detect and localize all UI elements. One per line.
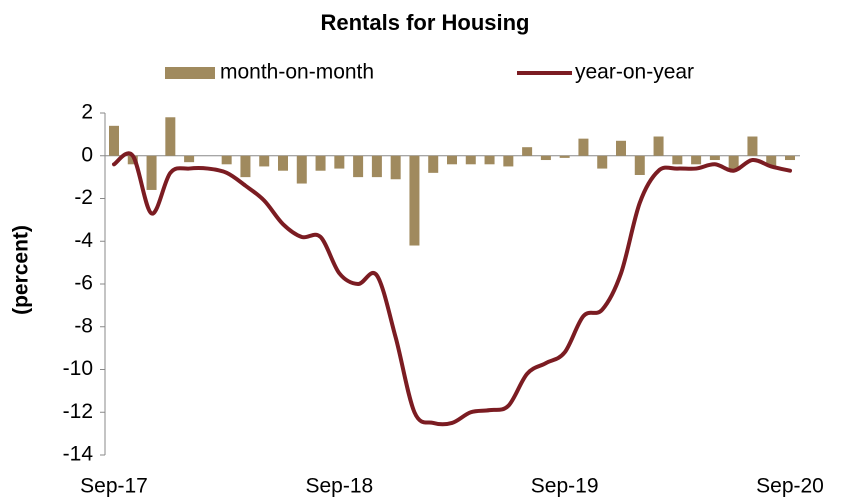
y-tick-label: -10	[63, 357, 93, 380]
bar	[146, 155, 157, 190]
y-tick-label: -14	[63, 443, 94, 466]
y-tick-label: 0	[81, 143, 93, 166]
legend-label: year-on-year	[575, 61, 694, 84]
bar	[259, 155, 270, 167]
y-tick-label: -6	[74, 272, 93, 295]
bar	[672, 155, 683, 165]
bar	[503, 155, 514, 167]
bar	[390, 155, 401, 180]
bar	[634, 155, 645, 175]
y-tick-label: 2	[81, 101, 93, 124]
bar	[747, 136, 758, 156]
bar	[278, 155, 288, 171]
y-tick-label: -8	[74, 314, 93, 337]
bar	[353, 155, 364, 178]
y-tick-label: -2	[74, 186, 93, 209]
bar	[484, 155, 495, 165]
bar	[540, 155, 551, 161]
y-axis-label: (percent)	[10, 225, 33, 315]
x-tick-label: Sep-20	[756, 475, 824, 498]
x-tick-label: Sep-18	[305, 475, 373, 498]
bar	[409, 155, 420, 246]
bar	[597, 155, 608, 169]
chart-title: Rentals for Housing	[320, 10, 529, 35]
bar	[296, 155, 307, 184]
bar	[371, 155, 382, 178]
bar	[522, 147, 533, 156]
y-tick-label: -4	[74, 229, 93, 252]
bar	[616, 140, 626, 156]
bar	[728, 155, 739, 171]
bar	[165, 117, 176, 156]
x-tick-label: Sep-19	[531, 475, 599, 498]
bar	[785, 155, 795, 161]
bar	[578, 138, 589, 156]
bar	[465, 155, 476, 165]
bar	[766, 155, 777, 167]
bar	[559, 155, 570, 158]
line	[112, 151, 792, 427]
bar	[428, 155, 439, 173]
legend-label: month-on-month	[220, 61, 374, 84]
bar	[334, 155, 345, 169]
legend-swatch	[165, 67, 215, 79]
y-tick-label: -12	[63, 400, 93, 423]
x-tick-label: Sep-17	[80, 475, 148, 498]
bar	[109, 125, 119, 156]
bar	[691, 155, 702, 165]
bar	[315, 155, 326, 171]
bar	[447, 155, 457, 165]
bar	[184, 155, 195, 163]
bar	[240, 155, 251, 178]
bar	[653, 136, 664, 156]
bar	[709, 155, 720, 161]
bar	[221, 155, 232, 165]
